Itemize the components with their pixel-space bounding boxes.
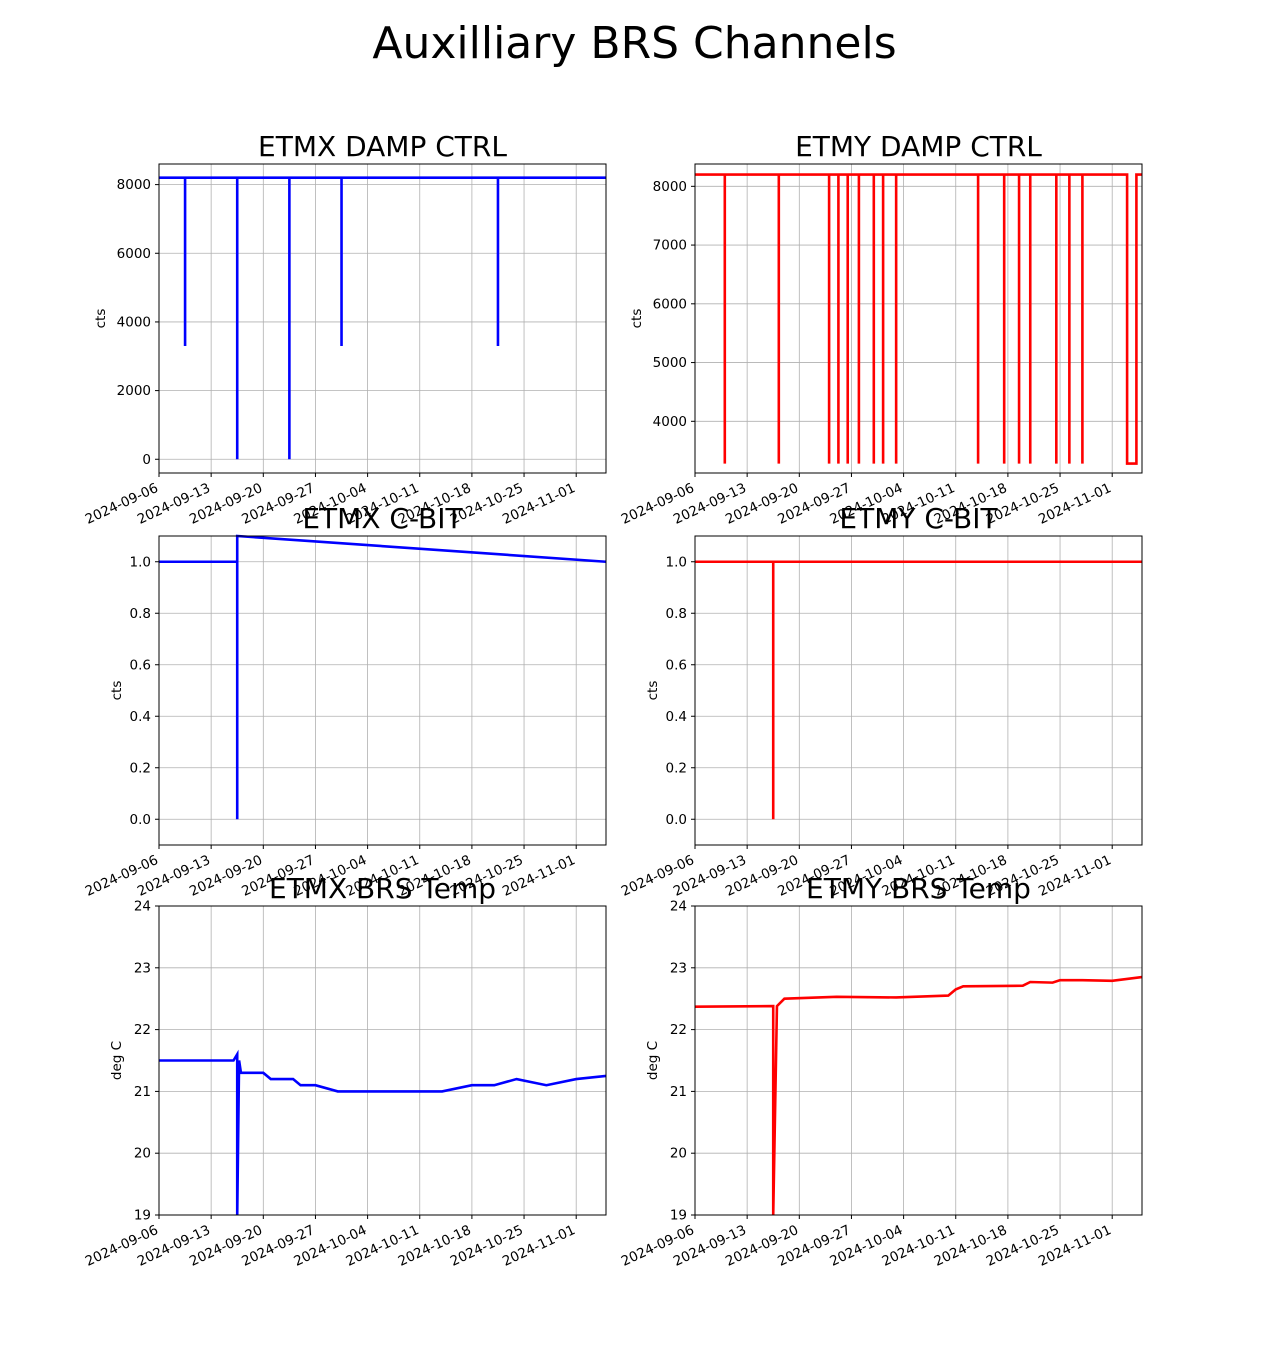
y-tick-label: 24 [670,899,687,915]
grid [158,164,606,473]
etmx-cbit-panel: 0.00.20.40.60.81.02024-09-062024-09-1320… [83,502,607,900]
y-tick-label: 0.8 [130,606,151,622]
series-line [695,560,1142,820]
series-line [695,173,1142,465]
y-tick-label: 19 [670,1208,687,1224]
y-tick-label: 0.4 [666,709,687,725]
plot-frame [694,535,1143,846]
series-line [159,176,606,460]
y-tick-label: 8000 [117,177,151,193]
panel-title: ETMY BRS Temp [806,872,1031,905]
y-tick-label: 22 [670,1022,687,1038]
series-line [695,975,1142,1216]
y-tick-label: 21 [134,1084,151,1100]
y-tick-label: 4000 [653,414,687,430]
y-axis-label: cts [629,309,645,329]
etmy-damp-panel: 400050006000700080002024-09-062024-09-13… [619,130,1143,528]
grid [158,536,606,845]
y-tick-label: 0.4 [130,709,151,725]
plot-frame [694,163,1143,474]
series-line [159,1049,606,1216]
y-tick-label: 1.0 [130,554,151,570]
plot-frame [158,535,607,846]
y-tick-label: 0.0 [130,812,151,828]
etmx-temp-panel: 1920212223242024-09-062024-09-132024-09-… [83,872,607,1270]
plot-area [159,536,606,845]
y-tick-label: 6000 [117,246,151,262]
y-axis-label: deg C [109,1041,125,1080]
panel-title: ETMX C-BIT [302,502,463,535]
panel-title: ETMY C-BIT [839,502,998,535]
panel-title: ETMY DAMP CTRL [795,130,1042,163]
etmx-damp-panel: 020004000600080002024-09-062024-09-13202… [83,130,607,528]
y-tick-label: 8000 [653,179,687,195]
plot-frame [158,163,607,474]
y-tick-label: 23 [134,960,151,976]
series-line [159,534,606,820]
y-axis-label: cts [109,681,125,701]
y-tick-label: 0.6 [666,657,687,673]
y-tick-label: 0.8 [666,606,687,622]
plot-area [695,906,1142,1215]
y-tick-label: 0.2 [130,760,151,776]
y-tick-label: 5000 [653,355,687,371]
y-tick-label: 21 [670,1084,687,1100]
y-tick-label: 7000 [653,238,687,254]
figure-title: Auxilliary BRS Channels [372,18,897,69]
y-tick-label: 6000 [653,296,687,312]
y-tick-label: 0.0 [666,812,687,828]
y-tick-label: 1.0 [666,554,687,570]
plot-frame [158,905,607,1216]
etmy-cbit-panel: 0.00.20.40.60.81.02024-09-062024-09-1320… [619,502,1143,900]
y-tick-label: 0.2 [666,760,687,776]
y-axis-label: deg C [645,1041,661,1080]
y-tick-label: 0.6 [130,657,151,673]
y-tick-label: 22 [134,1022,151,1038]
y-tick-label: 4000 [117,314,151,330]
plot-area [695,164,1142,473]
y-tick-label: 2000 [117,383,151,399]
plot-area [159,164,606,473]
plot-area [695,536,1142,845]
plot-frame [694,905,1143,1216]
y-tick-label: 20 [134,1146,151,1162]
y-axis-label: cts [645,681,661,701]
y-tick-label: 23 [670,960,687,976]
y-axis-label: cts [93,309,109,329]
y-tick-label: 20 [670,1146,687,1162]
y-tick-label: 0 [142,452,151,468]
panel-title: ETMX BRS Temp [269,872,496,905]
grid [694,164,1142,473]
etmy-temp-panel: 1920212223242024-09-062024-09-132024-09-… [619,872,1143,1270]
y-tick-label: 24 [134,899,151,915]
panel-title: ETMX DAMP CTRL [258,130,507,163]
y-tick-label: 19 [134,1208,151,1224]
